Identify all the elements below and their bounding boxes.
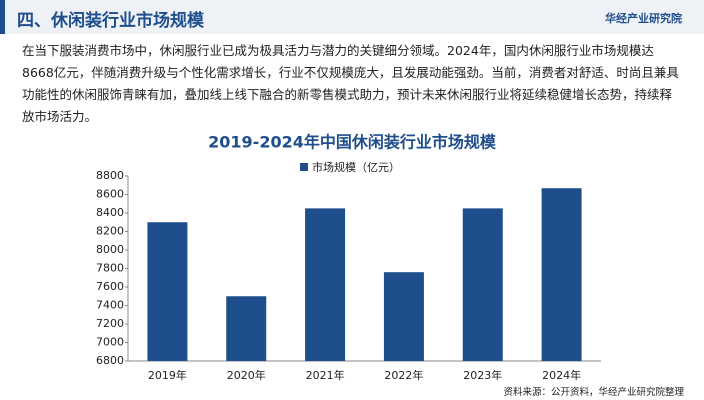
bar <box>541 188 582 361</box>
bar <box>147 222 188 361</box>
y-tick-label: 8000 <box>96 243 124 256</box>
bar <box>305 208 346 361</box>
x-tick-label: 2019年 <box>148 368 187 382</box>
y-tick-label: 7600 <box>96 280 124 293</box>
y-tick-label: 8400 <box>96 206 124 219</box>
x-tick-label: 2020年 <box>227 368 266 382</box>
legend-swatch <box>300 163 308 171</box>
brand: 华经产业研究院 <box>605 12 682 25</box>
paragraph: 在当下服装消费市场中，休闲服行业已成为极具活力与潜力的关键细分领域。2024年，… <box>22 43 679 124</box>
bar <box>462 208 503 361</box>
x-tick-label: 2022年 <box>384 368 423 382</box>
x-tick-label: 2023年 <box>463 368 502 382</box>
y-tick-label: 7800 <box>96 262 124 275</box>
legend-label: 市场规模（亿元） <box>312 160 400 174</box>
x-tick-label: 2024年 <box>542 368 581 382</box>
y-tick-label: 8600 <box>96 188 124 201</box>
y-tick-label: 7200 <box>96 317 124 330</box>
y-tick-label: 7000 <box>96 336 124 349</box>
y-tick-label: 6800 <box>96 354 124 367</box>
chart-title: 2019-2024年中国休闲装行业市场规模 <box>208 133 497 152</box>
bar <box>383 272 424 361</box>
y-tick-label: 8800 <box>96 169 124 182</box>
source: 资料来源：公开资料，华经产业研究院整理 <box>503 387 684 398</box>
x-tick-label: 2021年 <box>306 368 345 382</box>
header: 四、休闲装行业市场规模 华经产业研究院 <box>0 0 704 34</box>
bar <box>226 296 267 361</box>
y-tick-label: 7400 <box>96 299 124 312</box>
y-tick-label: 8200 <box>96 225 124 238</box>
header-title: 四、休闲装行业市场规模 <box>17 11 204 31</box>
